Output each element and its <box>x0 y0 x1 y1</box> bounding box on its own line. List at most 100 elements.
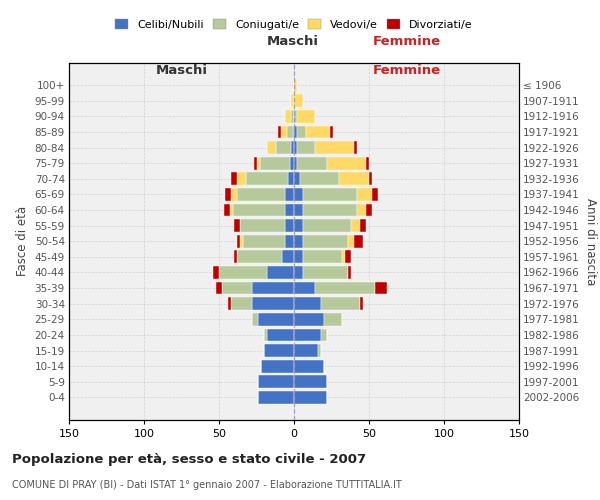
Bar <box>318 344 321 357</box>
Bar <box>294 344 318 357</box>
Bar <box>348 266 351 279</box>
Bar <box>267 328 294 342</box>
Bar <box>237 188 285 201</box>
Bar <box>294 219 303 232</box>
Bar <box>252 282 294 294</box>
Bar <box>237 250 282 264</box>
Bar <box>293 126 294 138</box>
Bar <box>291 141 294 154</box>
Bar <box>223 204 229 216</box>
Bar <box>219 266 267 279</box>
Bar <box>294 376 327 388</box>
Bar <box>366 204 372 216</box>
Bar <box>233 204 285 216</box>
Bar <box>294 157 297 170</box>
Bar <box>366 157 369 170</box>
Bar <box>231 172 237 185</box>
Bar <box>297 141 315 154</box>
Bar <box>300 172 339 185</box>
Bar <box>345 250 351 264</box>
Bar <box>237 172 246 185</box>
Bar <box>285 110 291 123</box>
Bar <box>303 188 357 201</box>
Bar <box>297 110 315 123</box>
Bar <box>246 172 288 185</box>
Bar <box>342 250 345 264</box>
Text: COMUNE DI PRAY (BI) - Dati ISTAT 1° gennaio 2007 - Elaborazione TUTTITALIA.IT: COMUNE DI PRAY (BI) - Dati ISTAT 1° genn… <box>12 480 402 490</box>
Bar <box>294 126 297 138</box>
Bar <box>285 235 294 248</box>
Bar <box>294 360 324 372</box>
Bar <box>258 313 294 326</box>
Text: Femmine: Femmine <box>373 35 440 48</box>
Bar <box>306 126 330 138</box>
Bar <box>294 78 297 92</box>
Bar <box>294 94 303 107</box>
Bar <box>257 157 260 170</box>
Bar <box>231 188 237 201</box>
Bar <box>267 141 276 154</box>
Bar <box>354 141 357 154</box>
Bar <box>360 298 363 310</box>
Bar <box>277 126 281 138</box>
Bar <box>281 126 287 138</box>
Bar <box>294 298 321 310</box>
Bar <box>234 219 240 232</box>
Bar <box>258 376 294 388</box>
Bar <box>303 219 351 232</box>
Bar <box>294 141 297 154</box>
Bar <box>225 188 231 201</box>
Bar <box>297 126 306 138</box>
Bar <box>264 344 294 357</box>
Bar <box>297 157 327 170</box>
Bar <box>222 282 252 294</box>
Bar <box>303 266 348 279</box>
Bar <box>315 141 354 154</box>
Bar <box>228 298 231 310</box>
Bar <box>267 266 294 279</box>
Bar <box>231 298 252 310</box>
Bar <box>252 298 294 310</box>
Bar <box>229 204 233 216</box>
Bar <box>294 282 315 294</box>
Bar <box>237 235 240 248</box>
Bar <box>252 313 258 326</box>
Bar <box>303 250 342 264</box>
Bar <box>276 141 291 154</box>
Bar <box>351 219 360 232</box>
Bar <box>254 157 257 170</box>
Bar <box>294 250 303 264</box>
Bar <box>360 219 366 232</box>
Bar <box>213 266 219 279</box>
Text: Maschi: Maschi <box>155 64 208 78</box>
Bar <box>357 204 366 216</box>
Legend: Celibi/Nubili, Coniugati/e, Vedovi/e, Divorziati/e: Celibi/Nubili, Coniugati/e, Vedovi/e, Di… <box>111 14 477 34</box>
Bar <box>287 126 293 138</box>
Bar <box>285 204 294 216</box>
Bar <box>330 126 333 138</box>
Bar <box>321 298 360 310</box>
Y-axis label: Anni di nascita: Anni di nascita <box>584 198 596 285</box>
Bar <box>294 313 324 326</box>
Bar <box>216 282 222 294</box>
Bar <box>258 391 294 404</box>
Bar <box>327 157 366 170</box>
Bar <box>282 250 294 264</box>
Bar <box>321 328 327 342</box>
Bar <box>369 172 372 185</box>
Text: Femmine: Femmine <box>373 64 440 78</box>
Bar <box>294 235 303 248</box>
Bar <box>294 188 303 201</box>
Bar <box>240 235 243 248</box>
Bar <box>291 110 294 123</box>
Bar <box>303 204 357 216</box>
Bar <box>303 235 348 248</box>
Bar <box>261 360 294 372</box>
Bar <box>294 391 327 404</box>
Bar <box>354 235 363 248</box>
Bar <box>315 282 375 294</box>
Y-axis label: Fasce di età: Fasce di età <box>16 206 29 276</box>
Bar <box>291 94 294 107</box>
Bar <box>294 204 303 216</box>
Bar <box>294 266 303 279</box>
